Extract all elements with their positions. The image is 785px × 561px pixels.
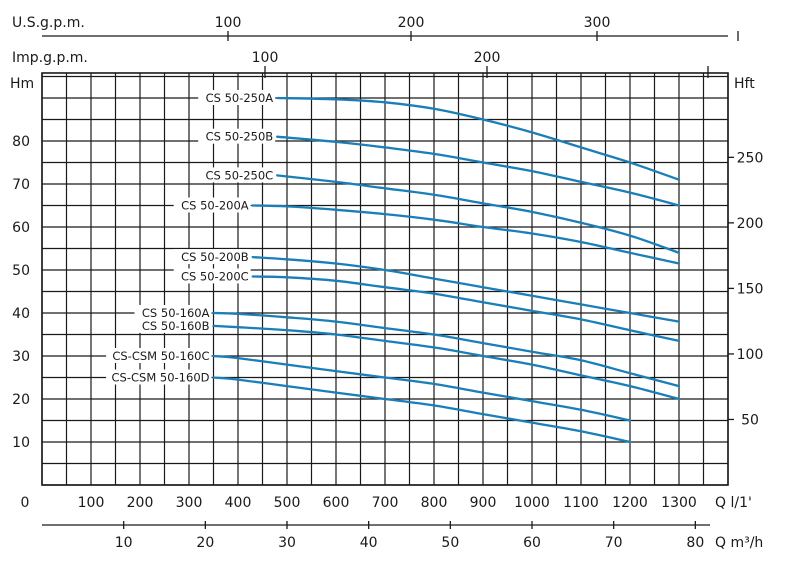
m3h-tick-label: 60 bbox=[523, 535, 541, 551]
y-right-axis-label: Hft bbox=[734, 76, 755, 92]
curve-label-bg bbox=[198, 128, 276, 144]
curve-label-bg bbox=[134, 305, 212, 320]
m3h-axis-label: Q m³/h bbox=[715, 535, 763, 551]
x-lpm-tick-label: 900 bbox=[470, 495, 497, 511]
y-left-tick-label: 10 bbox=[12, 435, 30, 451]
curve-cs-50-250c bbox=[276, 174, 681, 254]
us-gpm-tick-label: 200 bbox=[398, 15, 425, 31]
y-right-tick-label: 150 bbox=[737, 281, 764, 297]
imp-gpm-tick-label: 100 bbox=[252, 50, 279, 66]
m3h-tick-label: 10 bbox=[115, 535, 133, 551]
y-right-tick-label: 250 bbox=[737, 150, 764, 166]
y-left-tick-label: 40 bbox=[12, 306, 30, 322]
y-left-tick-label: 60 bbox=[12, 220, 30, 236]
y-right-tick-label: 100 bbox=[737, 347, 764, 363]
curve-label-bg bbox=[173, 249, 251, 265]
curve-label-cs-50-200b: CS 50-200B bbox=[181, 250, 249, 264]
curve-cs-50-200a bbox=[251, 204, 681, 265]
grid bbox=[41, 73, 729, 486]
curve-cs-50-200c bbox=[251, 275, 681, 343]
y-left-tick-label: 70 bbox=[12, 177, 30, 193]
x-lpm-axis-label: Q l/1' bbox=[715, 495, 752, 511]
curve-label-bg bbox=[198, 167, 276, 183]
x-lpm-tick-label: 700 bbox=[372, 495, 399, 511]
x-lpm-tick-label: 500 bbox=[274, 495, 301, 511]
us-gpm-axis-label: U.S.g.p.m. bbox=[12, 15, 85, 31]
y-left-axis-label: Hm bbox=[10, 76, 34, 92]
us-gpm-tick-label: 100 bbox=[215, 15, 242, 31]
curve-cs-50-250b bbox=[276, 135, 681, 207]
x-lpm-tick-label: 800 bbox=[421, 495, 448, 511]
curve-cs-50-200b bbox=[251, 255, 681, 323]
curve-cs-csm-50-160c bbox=[212, 354, 632, 422]
curve-cs-50-160a bbox=[212, 311, 681, 388]
plot-frame bbox=[41, 72, 729, 486]
curve-label-bg bbox=[106, 348, 212, 363]
imp-gpm-axis-label: Imp.g.p.m. bbox=[12, 50, 88, 66]
curve-label-cs-50-250c: CS 50-250C bbox=[205, 168, 273, 182]
curve-label-cs-csm-50-160c: CS-CSM 50-160C bbox=[112, 349, 209, 363]
m3h-tick-label: 20 bbox=[196, 535, 214, 551]
curve-label-bg bbox=[173, 197, 251, 213]
x-lpm-tick-label: 600 bbox=[323, 495, 350, 511]
curve-label-bg bbox=[198, 90, 276, 105]
x-lpm-tick-label: 100 bbox=[78, 495, 105, 511]
x-lpm-tick-label: 200 bbox=[127, 495, 154, 511]
m3h-tick-label: 40 bbox=[360, 535, 378, 551]
curve-label-cs-50-160a: CS 50-160A bbox=[142, 306, 210, 320]
curve-label-cs-50-200a: CS 50-200A bbox=[181, 199, 249, 213]
x-lpm-tick-label: 400 bbox=[225, 495, 252, 511]
m3h-tick-label: 80 bbox=[686, 535, 704, 551]
curve-label-cs-50-250b: CS 50-250B bbox=[206, 130, 274, 144]
curve-label-bg bbox=[106, 369, 212, 385]
curve-label-cs-csm-50-160d: CS-CSM 50-160D bbox=[112, 371, 210, 385]
curve-label-cs-50-200c: CS 50-200C bbox=[181, 269, 249, 283]
x-lpm-tick-label: 1000 bbox=[514, 495, 550, 511]
x-lpm-tick-label: 1200 bbox=[612, 495, 648, 511]
x-lpm-tick-label: 0 bbox=[21, 495, 30, 511]
us-gpm-tick-label: 300 bbox=[584, 15, 611, 31]
x-lpm-tick-label: 300 bbox=[176, 495, 203, 511]
m3h-tick-label: 30 bbox=[278, 535, 296, 551]
m3h-tick-label: 70 bbox=[605, 535, 623, 551]
y-left-tick-label: 30 bbox=[12, 349, 30, 365]
y-right-tick-label: 200 bbox=[737, 216, 764, 232]
curve-label-bg bbox=[173, 268, 251, 284]
curve-label-bg bbox=[134, 317, 212, 333]
curve-cs-50-160b bbox=[212, 324, 681, 401]
curve-label-cs-50-160b: CS 50-160B bbox=[142, 319, 210, 333]
y-left-tick-label: 50 bbox=[12, 263, 30, 279]
y-left-tick-label: 80 bbox=[12, 134, 30, 150]
y-left-tick-label: 20 bbox=[12, 392, 30, 408]
curve-cs-csm-50-160d bbox=[212, 376, 632, 444]
curve-label-cs-50-250a: CS 50-250A bbox=[206, 91, 274, 105]
imp-gpm-tick-label: 200 bbox=[474, 50, 501, 66]
y-right-tick-label: 50 bbox=[741, 412, 759, 428]
x-lpm-tick-label: 1100 bbox=[563, 495, 599, 511]
x-lpm-tick-label: 1300 bbox=[661, 495, 697, 511]
m3h-tick-label: 50 bbox=[441, 535, 459, 551]
curve-cs-50-250a bbox=[276, 96, 681, 181]
